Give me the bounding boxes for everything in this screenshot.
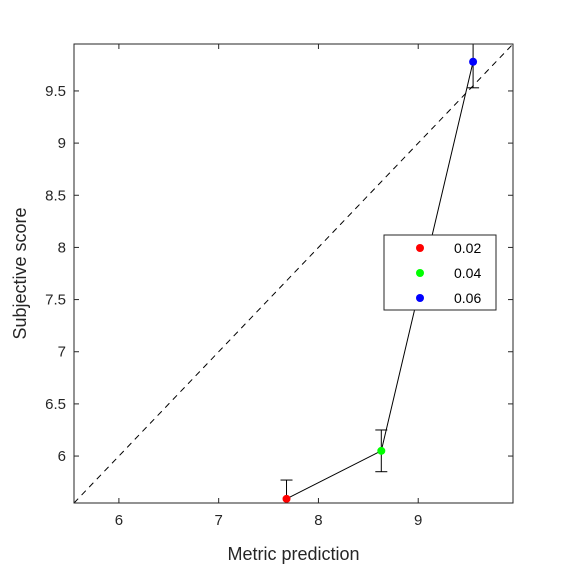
x-tick-label-3: 8 [314,512,322,529]
y-tick-label-2: 6.5 [45,396,66,413]
legend-label-3: 0.06 [454,290,481,306]
x-tick-label-1: 6 [115,512,123,529]
x-tick-label-4: 9 [414,512,422,529]
data-point-2 [377,446,386,455]
identity-line [73,43,514,504]
y-tick-label-6: 8.5 [45,187,66,204]
y-tick-label-7: 9 [58,135,66,152]
axis-ticks: 6 7 8 9 6 6.5 7 7.5 8 8.5 9 9.5 [45,44,513,529]
y-tick-label-1: 6 [58,448,66,465]
data-marks [280,44,480,503]
legend-marker-1 [416,244,424,252]
legend-label-2: 0.04 [454,265,481,281]
data-point-1 [282,494,291,503]
y-tick-label-3: 7 [58,344,66,361]
x-tick-label-2: 7 [214,512,222,529]
y-tick-label-4: 7.5 [45,292,66,309]
y-tick-label-8: 9.5 [45,83,66,100]
x-axis-title: Metric prediction [227,544,359,564]
y-axis-title: Subjective score [10,207,30,339]
legend-box [383,234,497,311]
y-tick-label-5: 8 [58,239,66,256]
legend-marker-2 [416,269,424,277]
legend-marker-3 [416,294,424,302]
data-point-3 [469,57,478,66]
legend-label-1: 0.02 [454,240,481,256]
plot-frame [73,43,514,504]
legend: 0.02 0.04 0.06 [383,234,497,311]
